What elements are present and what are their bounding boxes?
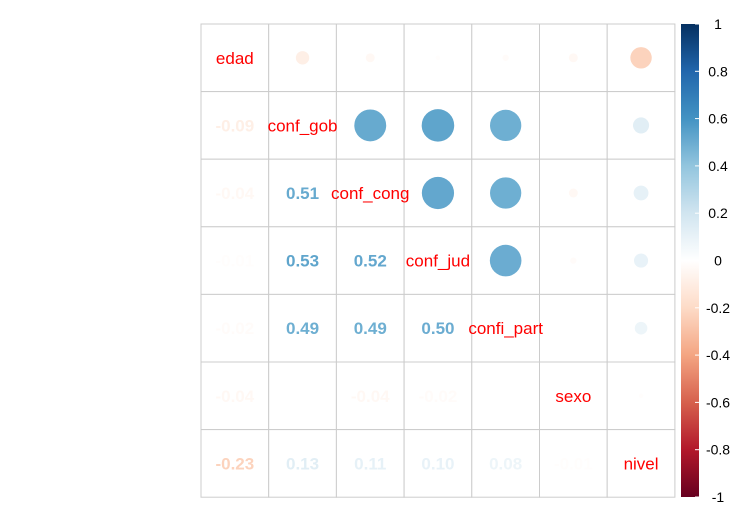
correlation-circle <box>365 53 375 63</box>
correlation-value: -0.01 <box>215 252 254 271</box>
correlation-circle <box>633 185 649 201</box>
color-legend-tick-label: 0 <box>714 253 722 269</box>
grid-cell <box>268 429 337 498</box>
correlation-circle <box>489 244 522 277</box>
color-legend: 1 0.8 0.6 0.4 0.2 0 -0.2 -0.4 -0.6 -0.8 -1 <box>681 16 730 505</box>
grid-cell <box>335 158 405 228</box>
correlation-circle <box>421 109 455 142</box>
correlation-circle <box>502 54 509 61</box>
grid-cell <box>539 91 608 160</box>
correlation-value: -0.02 <box>215 319 254 338</box>
correlation-circle <box>295 51 310 65</box>
correlation-value: 0.11 <box>354 454 386 473</box>
color-legend-tick-label: 0.6 <box>708 111 728 127</box>
correlation-value: 0.49 <box>354 319 387 338</box>
grid-cell <box>200 23 270 93</box>
grid-cell <box>539 361 608 431</box>
correlation-circle <box>568 188 578 198</box>
variable-label: edad <box>216 49 254 68</box>
grid-cell <box>268 293 337 363</box>
correlation-circle <box>638 393 644 399</box>
correlation-value: 0.00 <box>286 387 319 406</box>
variable-label: conf_cong <box>331 184 409 203</box>
grid-cell <box>335 361 405 431</box>
color-legend-tick-label: -1 <box>712 489 725 505</box>
color-legend-tick-label: -0.8 <box>706 442 730 458</box>
correlation-value: 0.49 <box>286 319 319 338</box>
correlation-circle <box>633 253 649 268</box>
correlation-circle <box>632 117 650 134</box>
variable-label: nivel <box>624 454 659 473</box>
correlation-value: 0.08 <box>489 454 522 473</box>
grid-cell <box>200 226 270 295</box>
grid-cell <box>471 361 540 431</box>
correlation-value: -0.09 <box>215 116 254 135</box>
correlation-value: 0.51 <box>286 184 319 203</box>
color-legend-tick-label: 0.2 <box>708 205 728 221</box>
correlation-value: 0.53 <box>286 252 319 271</box>
grid-cell <box>471 429 540 498</box>
correlation-circle <box>421 176 455 210</box>
correlation-value: 0.10 <box>421 454 454 473</box>
variable-label: conf_gob <box>268 116 338 135</box>
correlation-value: -0.04 <box>215 387 254 406</box>
correlation-circle <box>570 257 577 264</box>
grid-cell <box>200 429 270 498</box>
correlation-value: 0.52 <box>354 252 387 271</box>
color-legend-tick-label: -0.6 <box>706 394 730 410</box>
color-legend-tick-label: 0.8 <box>708 63 728 79</box>
grid-cell <box>335 226 405 295</box>
correlation-circle <box>634 321 648 335</box>
grid-cell <box>403 361 473 431</box>
correlation-grid: -0.09 -0.04 0.51 -0.01 0.53 0.52 -0.02 0.49 0.49… <box>200 23 676 498</box>
color-legend-tick-label: -0.4 <box>706 347 730 363</box>
color-legend-tick-label: 1 <box>714 16 722 32</box>
correlation-value: -0.01 <box>554 454 593 473</box>
grid-cell <box>606 429 676 498</box>
color-legend-bar <box>681 24 699 497</box>
variable-label: conf_jud <box>406 252 470 271</box>
grid-cell <box>200 91 270 160</box>
correlation-value: 0.00 <box>489 387 522 406</box>
grid-cell <box>200 293 270 363</box>
correlation-circle <box>354 109 387 142</box>
correlation-value: 0.50 <box>421 319 454 338</box>
grid-cell <box>539 293 608 363</box>
color-legend-tick-label: 0.4 <box>708 158 728 174</box>
correlation-circle <box>490 109 522 142</box>
correlation-value: -0.23 <box>215 454 254 473</box>
grid-cell <box>403 293 473 363</box>
correlation-circle <box>630 47 652 69</box>
variable-label: confi_part <box>468 319 543 338</box>
grid-cell <box>539 429 608 498</box>
correlation-circle <box>490 177 522 209</box>
correlation-value: -0.02 <box>419 387 458 406</box>
color-legend-tick-label: -0.2 <box>706 300 730 316</box>
variable-label: sexo <box>555 387 591 406</box>
correlation-circle <box>568 53 578 63</box>
correlation-value: -0.04 <box>215 184 254 203</box>
grid-cell <box>200 158 270 228</box>
correlation-value: -0.04 <box>351 387 390 406</box>
grid-cell <box>268 226 337 295</box>
correlation-value: 0.13 <box>286 454 319 473</box>
correlation-circle <box>435 55 441 61</box>
grid-cell <box>335 429 405 498</box>
